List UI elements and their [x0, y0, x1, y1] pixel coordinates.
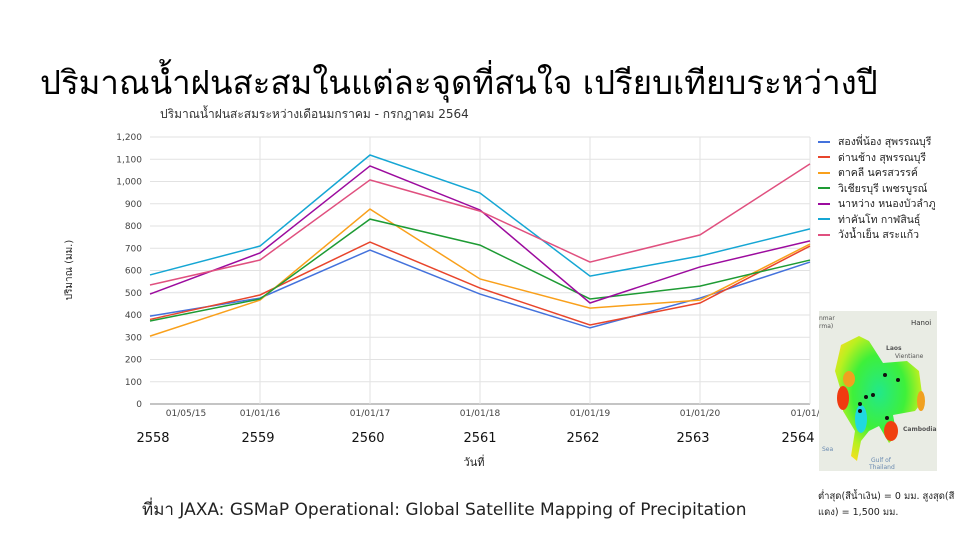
series-line-5 — [149, 154, 811, 277]
year-label: 2561 — [463, 431, 496, 446]
x-tick-label: 01/01/17 — [350, 409, 390, 419]
series-line-4 — [149, 165, 811, 304]
legend-label: วังน้ำเย็น สระแก้ว — [838, 229, 920, 242]
station-markers — [858, 373, 900, 420]
y-tick-label: 1,100 — [116, 155, 142, 165]
y-tick-label: 100 — [125, 378, 142, 388]
y-tick-label: 200 — [125, 356, 142, 366]
series-line-2 — [149, 208, 811, 337]
legend-item: ท่าคันโท กาฬสินธุ์ — [818, 212, 936, 228]
year-label: 2560 — [351, 431, 384, 446]
legend-item: ด่านช้าง สุพรรณบุรี — [818, 150, 936, 166]
source-note: ที่มา JAXA: GSMaP Operational: Global Sa… — [142, 500, 747, 520]
legend-label: วิเชียรบุรี เพชรบูรณ์ — [838, 182, 928, 195]
y-tick-label: 700 — [125, 244, 142, 254]
chart-legend: สองพี่น้อง สุพรรณบุรีด่านช้าง สุพรรณบุรี… — [818, 134, 936, 243]
series-line-6 — [149, 163, 811, 286]
legend-label: ด่านช้าง สุพรรณบุรี — [838, 151, 927, 164]
x-axis-title: วันที่ — [464, 454, 485, 469]
heatmap-image — [835, 336, 925, 461]
map-label: Hanoi — [911, 319, 932, 327]
y-tick-label: 300 — [125, 333, 142, 343]
map-label: rma) — [819, 323, 834, 330]
legend-swatch — [818, 171, 830, 174]
series-line-1 — [149, 241, 811, 326]
legend-label: นาหว่าง หนองบัวลำภู — [838, 198, 936, 211]
year-label: 2564 — [781, 431, 814, 446]
map-label: Thailand — [869, 464, 895, 471]
legend-swatch — [818, 202, 830, 205]
year-label: 2559 — [241, 431, 274, 446]
map-label: Vientiane — [895, 353, 924, 360]
legend-label: ท่าคันโท กาฬสินธุ์ — [838, 213, 921, 226]
y-tick-label: 1,200 — [116, 133, 142, 143]
year-label: 2558 — [136, 431, 169, 446]
legend-item: นาหว่าง หนองบัวลำภู — [818, 196, 936, 212]
year-label: 2563 — [676, 431, 709, 446]
y-tick-label: 1,000 — [116, 178, 142, 188]
legend-swatch — [818, 233, 830, 236]
x-tick-label: 01/01/20 — [680, 409, 721, 419]
slide-title: ปริมาณน้ำฝนสะสมในแต่ละจุดที่สนใจ เปรียบเ… — [40, 63, 878, 102]
y-tick-label: 800 — [125, 222, 142, 232]
map-label: Laos — [886, 345, 902, 352]
legend-swatch — [818, 140, 830, 143]
y-tick-label: 900 — [125, 200, 142, 210]
map-label: Gulf of — [871, 457, 891, 464]
year-label: 2562 — [566, 431, 599, 446]
chart-title: ปริมาณน้ำฝนสะสมระหว่างเดือนมกราคม - กรกฎ… — [160, 105, 469, 121]
y-tick-label: 0 — [136, 400, 142, 410]
y-tick-label: 600 — [125, 267, 142, 277]
legend-swatch — [818, 156, 830, 159]
legend-label: สองพี่น้อง สุพรรณบุรี — [838, 136, 932, 149]
map-caption: ต่ำสุด(สีน้ำเงิน) = 0 มม. สูงสุด(สีแดง) … — [818, 491, 955, 518]
map-label: Sea — [822, 446, 834, 453]
rainfall-map: nmar rma) Laos Vientiane Hanoi Cambodia … — [819, 311, 937, 471]
y-tick-label: 400 — [125, 311, 142, 321]
legend-item: วังน้ำเย็น สระแก้ว — [818, 227, 936, 243]
legend-item: สองพี่น้อง สุพรรณบุรี — [818, 134, 936, 150]
x-tick-label: 01/01/18 — [460, 409, 501, 419]
legend-label: ตาคลี นครสวรรค์ — [838, 167, 918, 180]
x-tick-label: 01/05/15 — [166, 409, 206, 419]
legend-swatch — [818, 218, 830, 221]
map-label: nmar — [819, 315, 835, 322]
map-label: Cambodia — [903, 426, 937, 433]
y-tick-label: 500 — [125, 289, 142, 299]
x-tick-label: 01/01/16 — [240, 409, 281, 419]
legend-item: ตาคลี นครสวรรค์ — [818, 165, 936, 181]
y-axis-title: ปริมาณ (มม.) — [64, 240, 75, 301]
legend-swatch — [818, 187, 830, 190]
x-tick-label: 01/01/2 — [791, 409, 826, 419]
x-tick-label: 01/01/19 — [570, 409, 611, 419]
legend-item: วิเชียรบุรี เพชรบูรณ์ — [818, 181, 936, 197]
series-line-3 — [149, 218, 811, 322]
